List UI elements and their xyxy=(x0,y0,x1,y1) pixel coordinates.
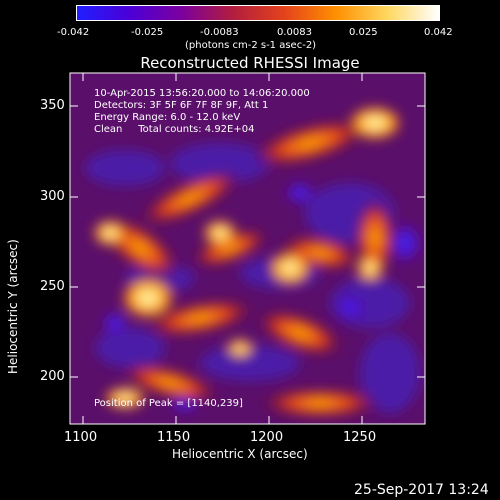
x-tick-label: 1250 xyxy=(343,430,377,445)
plot-title: Reconstructed RHESSI Image xyxy=(140,54,360,72)
emission-blobs xyxy=(85,105,423,418)
date-stamp: 25-Sep-2017 13:24 xyxy=(354,482,489,498)
y-tick-label: 250 xyxy=(40,279,65,294)
colorbar xyxy=(76,5,440,21)
x-axis-title: Heliocentric X (arcsec) xyxy=(172,447,308,461)
detectors: Detectors: 3F 5F 6F 7F 8F 9F, Att 1 xyxy=(94,100,269,111)
y-tick-label: 300 xyxy=(40,189,65,204)
colorbar-tick: -0.042 xyxy=(57,27,90,38)
y-tick-label: 200 xyxy=(40,369,65,384)
observation-info: 10-Apr-2015 13:56:20.000 to 14:06:20.000… xyxy=(94,88,310,136)
y-axis-title: Heliocentric Y (arcsec) xyxy=(6,239,20,374)
colorbar-tick: 0.025 xyxy=(349,27,378,38)
x-tick-label: 1150 xyxy=(157,430,191,445)
peak-position: Position of Peak = [1140,239] xyxy=(94,398,243,409)
colorbar-tick: -0.0083 xyxy=(200,27,239,38)
colorbar-tick: 0.042 xyxy=(424,27,453,38)
x-tick-label: 1100 xyxy=(64,430,98,445)
total-counts: Clean Total counts: 4.92E+04 xyxy=(94,124,255,135)
colorbar-unit-label: (photons cm-2 s-1 asec-2) xyxy=(185,40,317,51)
energy-range: Energy Range: 6.0 - 12.0 keV xyxy=(94,112,241,123)
rhessi-image xyxy=(70,73,425,424)
y-tick-label: 350 xyxy=(40,98,65,113)
colorbar-ticks: -0.042 -0.025 -0.0083 0.0083 0.025 0.042 xyxy=(0,22,500,42)
colorbar-tick: 0.0083 xyxy=(277,27,312,38)
time-range: 10-Apr-2015 13:56:20.000 to 14:06:20.000 xyxy=(94,88,310,99)
colorbar-tick: -0.025 xyxy=(131,27,164,38)
x-tick-label: 1200 xyxy=(250,430,284,445)
